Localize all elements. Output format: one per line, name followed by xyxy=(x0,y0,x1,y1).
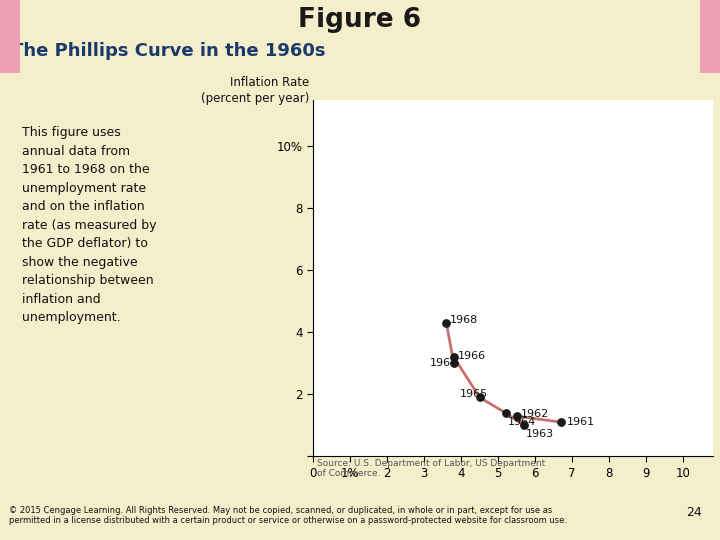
Text: © 2015 Cengage Learning. All Rights Reserved. May not be copied, scanned, or dup: © 2015 Cengage Learning. All Rights Rese… xyxy=(9,505,567,525)
Text: 1964: 1964 xyxy=(508,416,536,427)
Text: Unemployment
Rate (percent): Unemployment Rate (percent) xyxy=(719,470,720,499)
Text: Source: U.S. Department of Labor, US Department
of Commerce.: Source: U.S. Department of Labor, US Dep… xyxy=(317,459,545,478)
Text: 1968: 1968 xyxy=(450,315,478,325)
Point xyxy=(555,418,567,427)
Text: 1965: 1965 xyxy=(459,389,487,399)
Point xyxy=(511,411,523,420)
Point xyxy=(500,409,511,417)
Point xyxy=(474,393,485,402)
Bar xyxy=(700,0,720,73)
Text: 1963: 1963 xyxy=(526,429,554,439)
Point xyxy=(441,319,452,327)
Bar xyxy=(0,0,20,73)
Text: This figure uses
annual data from
1961 to 1968 on the
unemployment rate
and on t: This figure uses annual data from 1961 t… xyxy=(22,126,157,324)
Text: Inflation Rate
(percent per year): Inflation Rate (percent per year) xyxy=(201,76,310,105)
Text: The Phillips Curve in the 1960s: The Phillips Curve in the 1960s xyxy=(11,42,325,60)
Text: 1961: 1961 xyxy=(567,417,595,427)
Text: Figure 6: Figure 6 xyxy=(298,7,422,33)
Text: 1966: 1966 xyxy=(457,350,485,361)
Text: 1967: 1967 xyxy=(430,357,458,368)
Point xyxy=(448,353,459,361)
Point xyxy=(448,359,459,368)
Text: 24: 24 xyxy=(686,505,702,518)
Text: 1962: 1962 xyxy=(521,409,549,420)
Point xyxy=(518,421,530,430)
